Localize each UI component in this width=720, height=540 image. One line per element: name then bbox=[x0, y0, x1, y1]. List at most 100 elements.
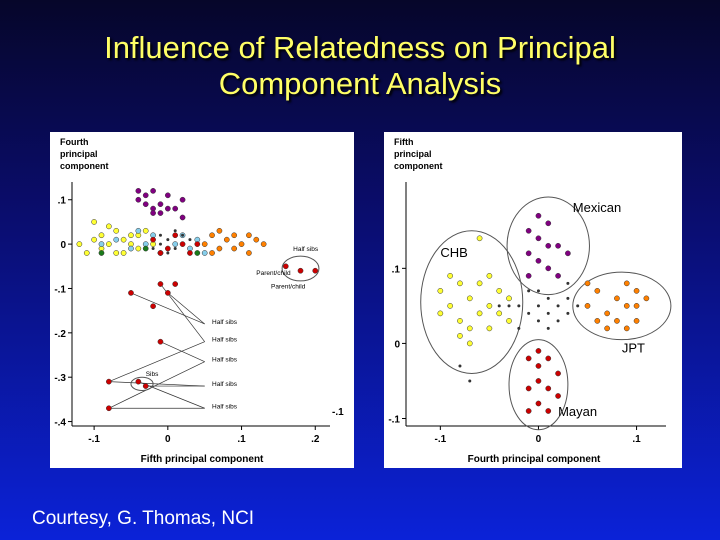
l-point-chb bbox=[135, 245, 142, 252]
l-point-mayan bbox=[135, 378, 142, 385]
l-point-jpt bbox=[216, 245, 223, 252]
l-y-tick-label: -.4 bbox=[54, 418, 66, 429]
l-point-mexican bbox=[157, 201, 164, 208]
l-point-chb bbox=[91, 236, 97, 243]
r-point-jpt bbox=[594, 318, 601, 324]
l-point-mayan bbox=[157, 250, 164, 256]
l-point-chb bbox=[120, 236, 127, 243]
r-y-tick-label: 0 bbox=[394, 339, 400, 350]
l-x-tick-label: 0 bbox=[165, 434, 171, 445]
r-point-jpt bbox=[604, 325, 610, 332]
r-x-tick-label: .1 bbox=[632, 434, 641, 445]
left-ylabel-line-3: component bbox=[60, 161, 109, 171]
l-point-jpt bbox=[216, 227, 223, 234]
r-point-jpt bbox=[633, 303, 640, 309]
l-point-other bbox=[158, 233, 162, 237]
l-point-mayan bbox=[164, 245, 171, 252]
left-pca-plot: Fourth principal component Fifth princip… bbox=[50, 132, 354, 468]
r-point-mayan bbox=[535, 348, 542, 354]
r-point-other bbox=[566, 311, 570, 315]
r-point-mayan bbox=[545, 385, 552, 392]
l-point-mayan bbox=[164, 290, 171, 296]
r-point-other bbox=[546, 311, 550, 315]
r-point-chb bbox=[457, 333, 463, 339]
l-y-tick-label: 0 bbox=[60, 240, 66, 251]
r-point-mexican bbox=[525, 272, 532, 279]
r-y-tick-label: -.1 bbox=[388, 414, 400, 425]
r-point-chb bbox=[447, 303, 454, 309]
r-point-mayan bbox=[525, 408, 532, 414]
r-point-mexican bbox=[535, 257, 542, 264]
l-point-blue bbox=[128, 245, 134, 252]
r-point-mayan bbox=[535, 400, 542, 407]
l-point-mexican bbox=[135, 188, 142, 194]
r-point-other bbox=[458, 364, 462, 368]
r-cluster-label: Mayan bbox=[558, 404, 597, 419]
r-cluster-ellipse bbox=[420, 230, 524, 374]
r-point-mayan bbox=[545, 408, 552, 414]
l-point-chb bbox=[98, 232, 105, 239]
l-point-mexican bbox=[157, 210, 164, 216]
r-point-other bbox=[517, 326, 521, 330]
footer-credit: Courtesy, G. Thomas, NCI bbox=[32, 508, 255, 529]
right-ylabel-line-1: Fifth bbox=[394, 137, 414, 147]
l-point-jpt bbox=[231, 245, 238, 252]
r-point-other bbox=[546, 296, 550, 300]
r-point-other bbox=[556, 319, 560, 323]
l-point-green bbox=[98, 250, 105, 256]
r-point-chb bbox=[486, 325, 493, 332]
l-y-tick-label: -.1 bbox=[54, 284, 66, 295]
r-point-other bbox=[536, 319, 540, 323]
r-point-chb bbox=[496, 288, 503, 294]
l-connector-line bbox=[130, 292, 205, 325]
r-point-other bbox=[546, 326, 550, 330]
r-point-jpt bbox=[604, 310, 610, 317]
r-point-mayan bbox=[555, 370, 561, 377]
l-point-mayan bbox=[106, 378, 112, 385]
l-connector-line bbox=[160, 341, 205, 362]
l-annotation: Half sibs bbox=[212, 381, 238, 388]
l-y-tick-label: .1 bbox=[58, 196, 67, 207]
r-point-chb bbox=[457, 318, 463, 324]
l-point-mayan bbox=[194, 241, 201, 247]
r-point-other bbox=[556, 304, 560, 308]
l-point-other bbox=[173, 229, 177, 233]
l-point-other bbox=[188, 238, 192, 242]
l-connector-line bbox=[138, 381, 205, 409]
r-point-jpt bbox=[614, 295, 620, 302]
l-point-mexican bbox=[150, 210, 156, 216]
r-x-tick-label: 0 bbox=[536, 434, 542, 445]
r-point-other bbox=[507, 304, 511, 308]
l-annotation: Half sibs bbox=[293, 246, 319, 253]
l-point-chb bbox=[113, 250, 120, 256]
l-point-mexican bbox=[164, 192, 171, 199]
l-point-mayan bbox=[172, 281, 179, 287]
l-point-chb bbox=[76, 241, 83, 247]
r-cluster-ellipse bbox=[506, 196, 590, 296]
l-annotation: Half sibs bbox=[212, 337, 238, 344]
r-point-jpt bbox=[614, 318, 620, 324]
r-point-mexican bbox=[555, 242, 561, 249]
l-point-other bbox=[173, 247, 177, 251]
r-point-chb bbox=[457, 280, 463, 287]
l-x-tick-label: .2 bbox=[311, 434, 320, 445]
l-point-blue bbox=[113, 236, 120, 243]
r-point-mexican bbox=[525, 250, 532, 257]
l-point-jpt bbox=[246, 232, 252, 239]
l-point-chb bbox=[120, 250, 127, 256]
slide-title: Influence of Relatedness on Principal Co… bbox=[0, 30, 720, 102]
l-point-mayan bbox=[150, 236, 156, 243]
l-annotation: Parent/child bbox=[271, 283, 306, 290]
r-point-other bbox=[536, 304, 540, 308]
l-point-mayan bbox=[282, 263, 289, 270]
l-connector-line bbox=[167, 292, 205, 325]
l-point-mexican bbox=[150, 188, 156, 194]
right-plot-svg: Fifth principal component Fourth princip… bbox=[388, 137, 672, 465]
l-point-chb bbox=[106, 223, 112, 230]
r-point-other bbox=[576, 304, 580, 308]
l-point-other bbox=[166, 251, 170, 255]
l-point-jpt bbox=[253, 236, 260, 243]
r-cluster-label: CHB bbox=[440, 245, 467, 260]
r-point-jpt bbox=[623, 280, 630, 287]
slide-title-line-2: Component Analysis bbox=[218, 66, 502, 101]
